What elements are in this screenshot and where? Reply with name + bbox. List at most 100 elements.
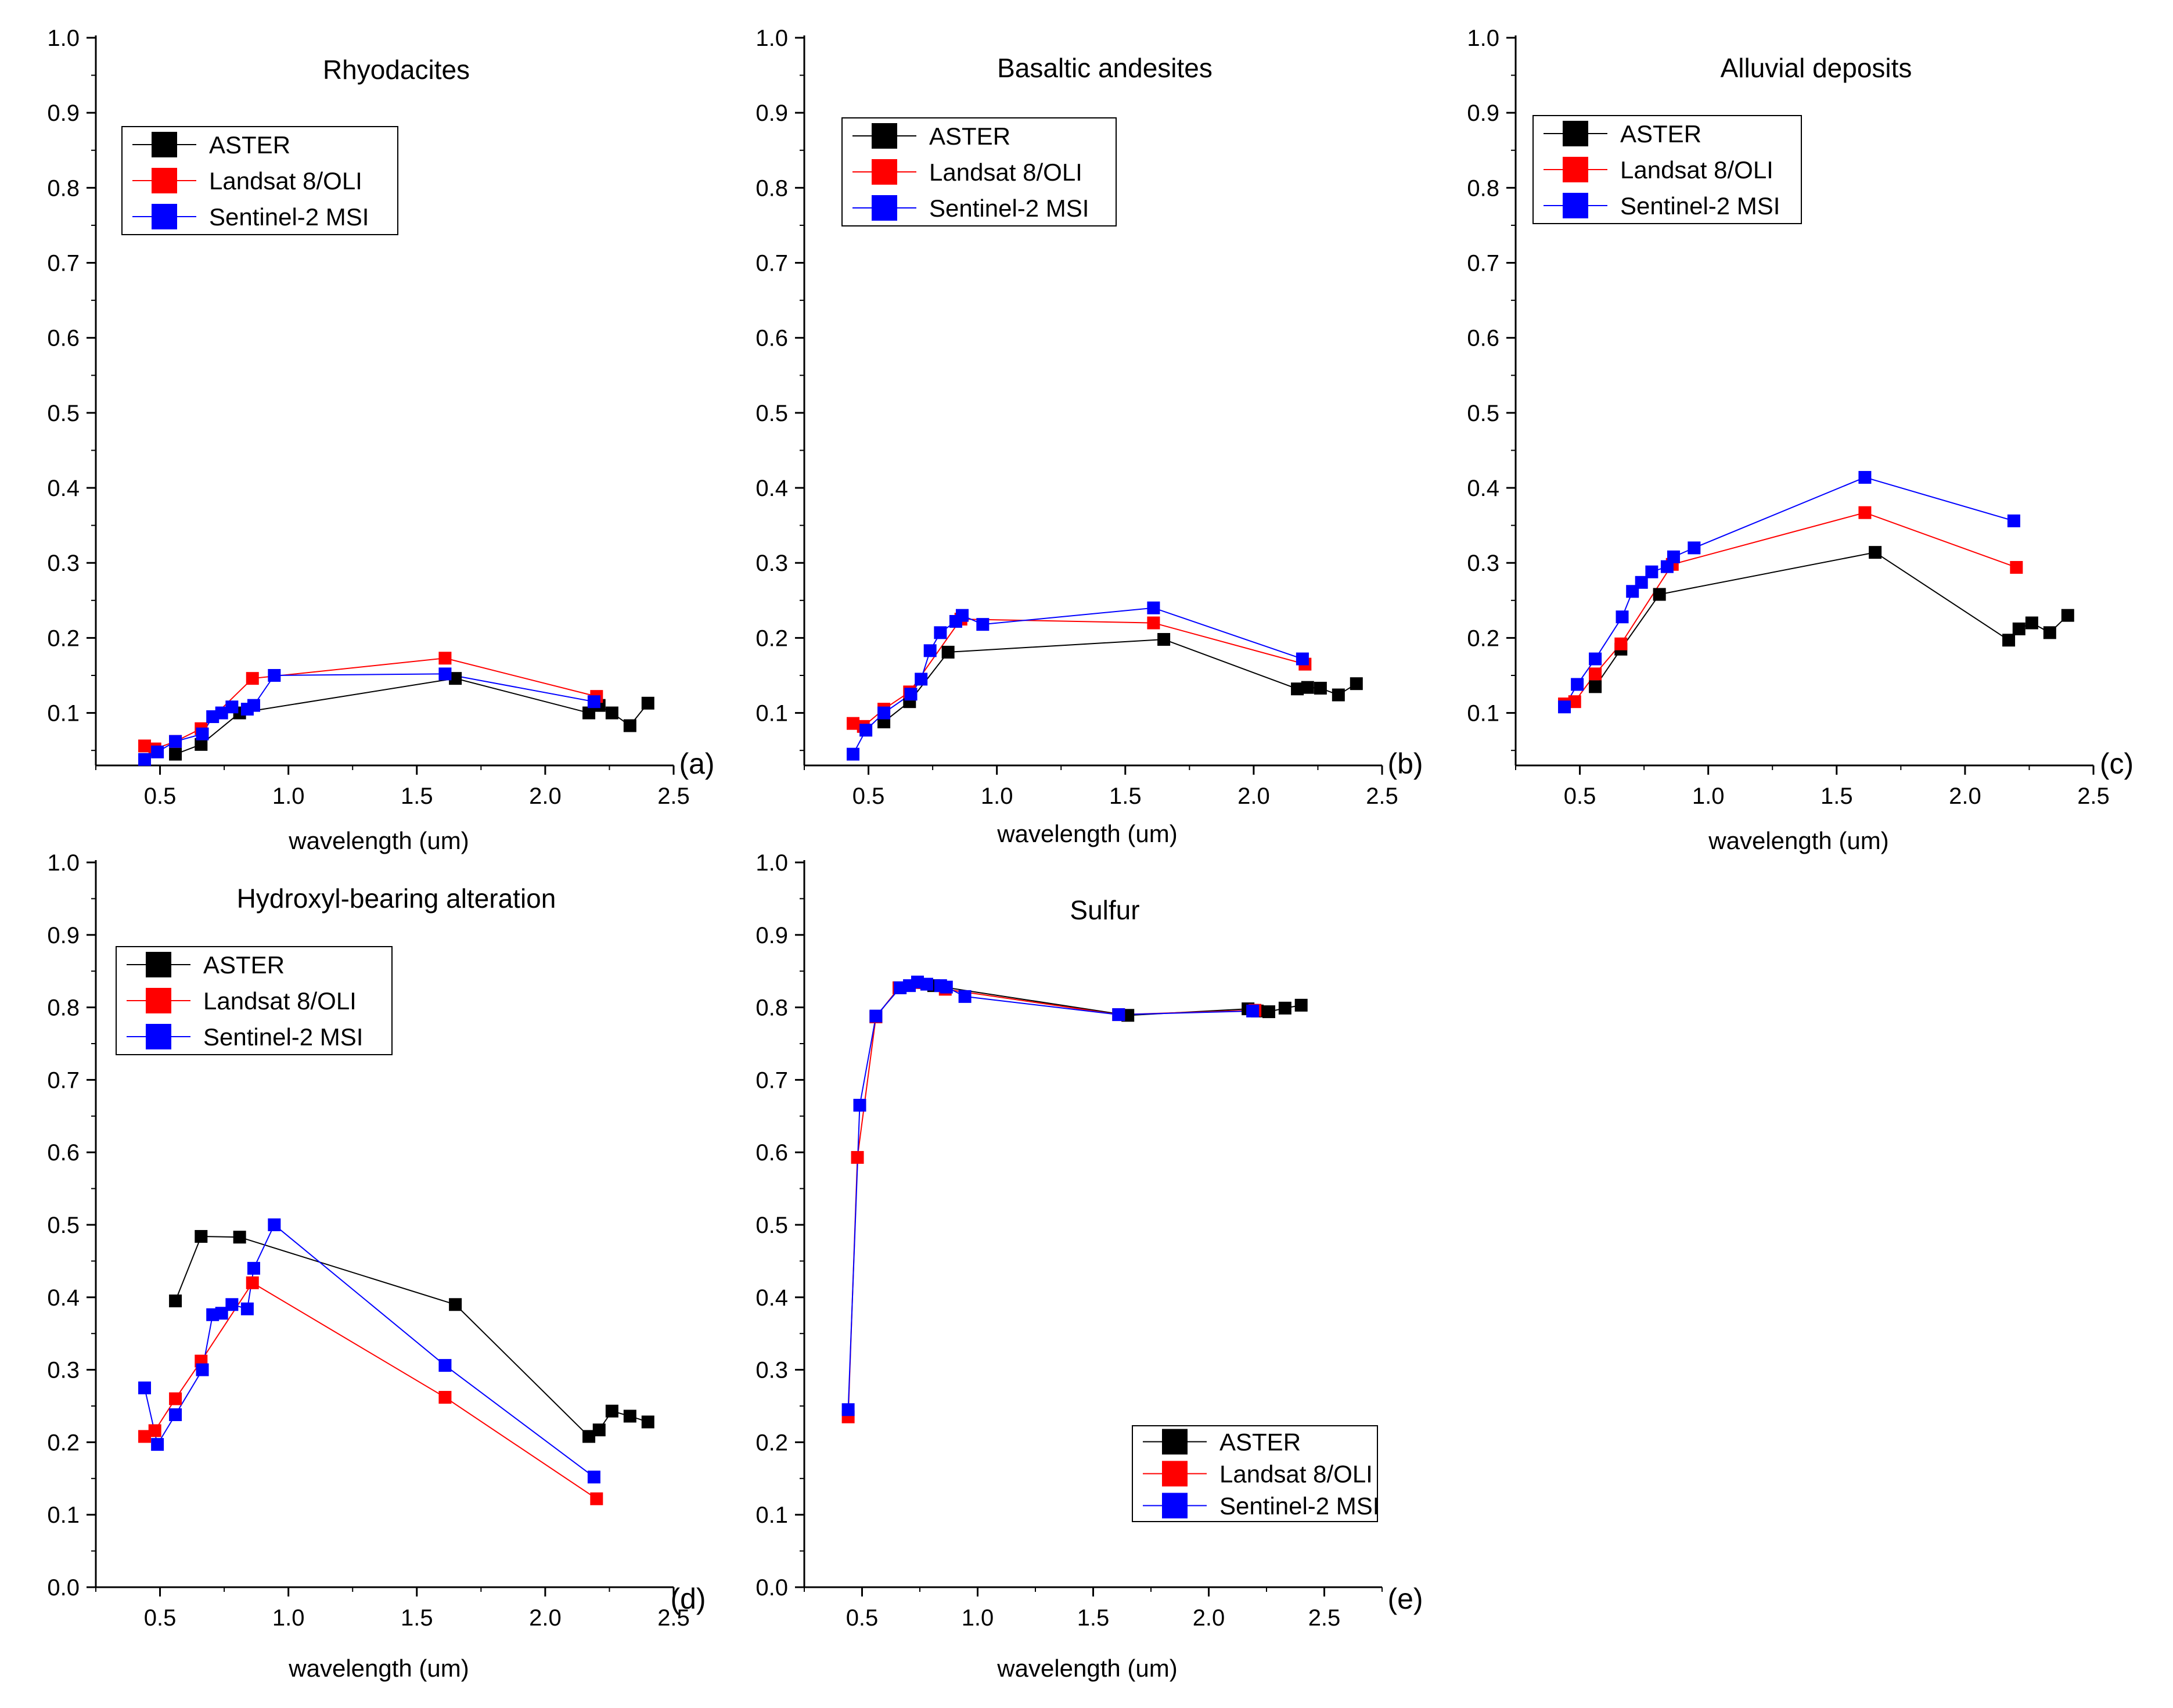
data-point bbox=[240, 1302, 254, 1315]
x-tick-label: 1.0 bbox=[272, 1605, 305, 1631]
x-tick-label: 1.5 bbox=[1077, 1605, 1110, 1631]
data-point bbox=[955, 609, 969, 622]
x-axis-label: wavelength (um) bbox=[288, 827, 469, 854]
data-point bbox=[148, 1424, 161, 1437]
data-point bbox=[592, 1423, 606, 1437]
data-point bbox=[1858, 506, 1872, 519]
legend-entry-label: Landsat 8/OLI bbox=[1219, 1461, 1373, 1488]
y-tick-label: 0.1 bbox=[755, 701, 788, 727]
y-tick-label: 1.0 bbox=[755, 26, 788, 51]
data-point bbox=[169, 1392, 182, 1405]
y-tick-label: 0.9 bbox=[47, 923, 80, 948]
x-tick-label: 1.5 bbox=[401, 1605, 433, 1631]
legend-marker bbox=[146, 988, 171, 1013]
data-point bbox=[1688, 541, 1701, 555]
data-point bbox=[587, 1470, 600, 1484]
data-point bbox=[1660, 560, 1674, 573]
data-point bbox=[847, 747, 860, 761]
data-point bbox=[169, 1408, 182, 1421]
data-point bbox=[1589, 680, 1602, 693]
chart-panel-c: 0.1 0.2 0.3 0.4 0.5 0.6 0.7 0.8 0.9 1.0 0.5 1.0 1.5 2… bbox=[1467, 26, 2134, 854]
data-point bbox=[2043, 626, 2056, 639]
data-point bbox=[225, 1298, 239, 1311]
data-point bbox=[1589, 667, 1602, 681]
panel-label: (a) bbox=[679, 747, 714, 780]
data-point bbox=[268, 668, 281, 682]
x-axis-label: wavelength (um) bbox=[996, 820, 1177, 847]
legend: ASTER Landsat 8/OLI Sentinel-2 MSI bbox=[1132, 1425, 1379, 1522]
legend-marker bbox=[872, 123, 897, 149]
x-tick-label: 2.5 bbox=[657, 1605, 690, 1631]
y-tick-label: 0.7 bbox=[47, 1067, 80, 1093]
x-tick-label: 0.5 bbox=[144, 1605, 177, 1631]
legend-entry-label: ASTER bbox=[203, 951, 285, 979]
legend-entry-label: Sentinel-2 MSI bbox=[209, 203, 369, 231]
data-point bbox=[1296, 652, 1309, 666]
data-point bbox=[449, 1298, 462, 1311]
series-line-sentinel-2-msi bbox=[847, 981, 1253, 1410]
data-point bbox=[169, 747, 182, 761]
data-point bbox=[151, 1438, 164, 1451]
x-tick-label: 2.0 bbox=[529, 1605, 562, 1631]
y-tick-label: 0.6 bbox=[755, 1140, 788, 1166]
data-point bbox=[1653, 588, 1666, 601]
x-tick-label: 0.5 bbox=[144, 783, 177, 809]
data-point bbox=[641, 696, 654, 710]
data-point bbox=[449, 672, 462, 685]
panel-label: (d) bbox=[670, 1583, 706, 1615]
x-tick-label: 2.5 bbox=[657, 783, 690, 809]
data-point bbox=[169, 735, 182, 748]
y-tick-label: 0.8 bbox=[755, 995, 788, 1021]
data-point bbox=[1246, 1004, 1260, 1017]
y-tick-label: 0.9 bbox=[1467, 100, 1499, 126]
data-point bbox=[247, 699, 260, 712]
series-line-sentinel-2-msi bbox=[144, 1224, 595, 1478]
y-tick-label: 0.7 bbox=[755, 251, 788, 276]
y-tick-label: 0.5 bbox=[47, 1213, 80, 1238]
data-point bbox=[225, 700, 239, 714]
data-point bbox=[920, 977, 933, 991]
legend-entry-label: ASTER bbox=[209, 131, 290, 159]
data-point bbox=[923, 644, 937, 657]
data-point bbox=[1291, 682, 1304, 696]
y-tick-label: 0.8 bbox=[47, 995, 80, 1021]
y-tick-label: 0.3 bbox=[1467, 551, 1499, 576]
data-point bbox=[841, 1403, 855, 1416]
chart-title: Basaltic andesites bbox=[997, 53, 1213, 83]
chart-title: Alluvial deposits bbox=[1721, 53, 1912, 83]
y-tick-label: 1.0 bbox=[1467, 26, 1499, 51]
legend-marker bbox=[1162, 1461, 1188, 1487]
legend: ASTER Landsat 8/OLI Sentinel-2 MSI bbox=[841, 117, 1117, 226]
y-tick-label: 0.2 bbox=[1467, 625, 1499, 651]
data-point bbox=[934, 626, 947, 639]
data-point bbox=[1262, 1005, 1275, 1019]
y-tick-label: 0.2 bbox=[47, 625, 80, 651]
y-tick-label: 0.6 bbox=[47, 326, 80, 351]
legend: ASTER Landsat 8/OLI Sentinel-2 MSI bbox=[1532, 115, 1802, 224]
data-point bbox=[1568, 695, 1581, 709]
data-point bbox=[1332, 688, 1345, 702]
data-point bbox=[215, 706, 228, 720]
y-tick-label: 1.0 bbox=[47, 26, 80, 51]
x-tick-label: 1.0 bbox=[1692, 783, 1725, 809]
y-tick-label: 0.7 bbox=[1467, 251, 1499, 276]
x-tick-label: 1.5 bbox=[1821, 783, 1853, 809]
chart-panel-d: 0.0 0.1 0.2 0.3 0.4 0.5 0.6 0.7 0.8 0.9 1.0 0.5 1.0 1… bbox=[47, 850, 706, 1682]
data-point bbox=[847, 717, 860, 730]
data-point bbox=[438, 667, 452, 681]
data-point bbox=[2007, 514, 2020, 527]
legend-entry-label: ASTER bbox=[929, 123, 1010, 150]
legend-marker bbox=[1563, 121, 1588, 146]
x-tick-label: 2.0 bbox=[1949, 783, 1981, 809]
y-tick-label: 1.0 bbox=[47, 850, 80, 876]
y-tick-label: 0.3 bbox=[755, 551, 788, 576]
y-tick-label: 0.6 bbox=[1467, 326, 1499, 351]
panel-label: (e) bbox=[1387, 1583, 1423, 1615]
y-tick-label: 0.7 bbox=[755, 1067, 788, 1093]
data-point bbox=[582, 1430, 596, 1443]
chart-panel-a: 0.1 0.2 0.3 0.4 0.5 0.6 0.7 0.8 0.9 1.0 0.5 1.0 1.5 2… bbox=[47, 26, 714, 854]
data-point bbox=[1112, 1008, 1125, 1022]
y-tick-label: 0.2 bbox=[47, 1430, 80, 1455]
x-tick-label: 1.0 bbox=[981, 783, 1013, 809]
